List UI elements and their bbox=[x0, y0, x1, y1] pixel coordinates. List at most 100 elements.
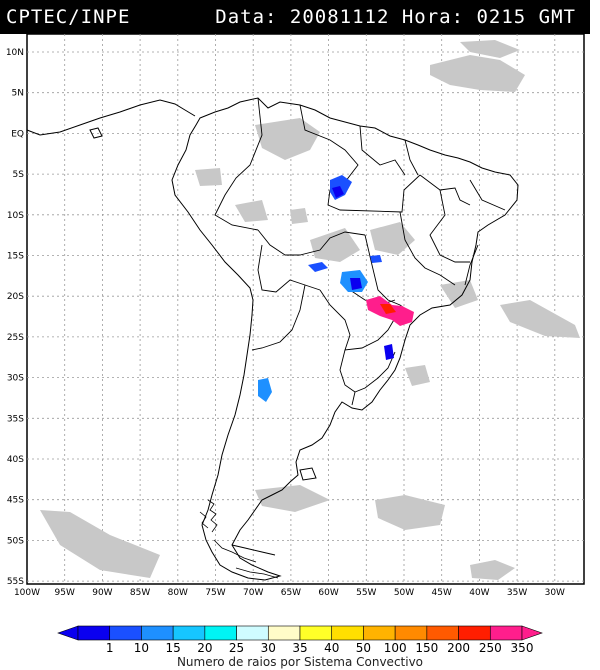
legend-tick-label: 15 bbox=[166, 641, 181, 655]
border bbox=[231, 544, 276, 556]
legend-swatch bbox=[204, 625, 237, 641]
legend-swatch bbox=[458, 625, 491, 641]
lat-label: 40S bbox=[7, 455, 24, 465]
legend-tick-label: 250 bbox=[479, 641, 502, 655]
storm-cell bbox=[380, 304, 396, 314]
border bbox=[399, 211, 456, 286]
border bbox=[251, 284, 306, 351]
color-legend: 1 10 15 20 25 30 35 40 50 100 150 200 250 350 bbox=[57, 625, 543, 655]
lat-lon-grid: 10N 5N EQ 5S 10S 15S 20S 25S 30S 35S 40S 45S 50S 55S1… bbox=[6, 34, 584, 598]
fjord bbox=[199, 511, 209, 529]
border bbox=[214, 97, 263, 231]
cloud-patch bbox=[40, 510, 160, 578]
convective-systems bbox=[258, 175, 414, 402]
lat-label: 30S bbox=[7, 374, 24, 384]
border bbox=[339, 349, 396, 393]
lon-label: 70W bbox=[243, 588, 263, 598]
legend-swatch bbox=[363, 625, 396, 641]
legend-tick-label: 100 bbox=[384, 641, 407, 655]
cloud-patch bbox=[255, 118, 320, 160]
lat-label: 35S bbox=[7, 414, 24, 424]
lon-label: 60W bbox=[318, 588, 338, 598]
lat-label: 10S bbox=[7, 211, 24, 221]
border bbox=[359, 125, 406, 176]
legend-tick-label: 10 bbox=[134, 641, 149, 655]
central-america-coastline bbox=[26, 99, 196, 136]
cloud-patch bbox=[460, 40, 520, 58]
lon-label: 30W bbox=[545, 588, 565, 598]
border bbox=[464, 244, 479, 286]
coastlines bbox=[26, 97, 519, 581]
legend-swatch bbox=[109, 625, 142, 641]
datetime-label: Data: 20081112 Hora: 0215 GMT bbox=[215, 6, 576, 28]
lat-label: 20S bbox=[7, 292, 24, 302]
legend-swatch bbox=[141, 625, 174, 641]
cloud-patch bbox=[255, 485, 330, 512]
storm-cell bbox=[370, 255, 382, 263]
falkland-islands bbox=[299, 467, 317, 481]
border bbox=[257, 229, 366, 256]
color-legend-bar bbox=[57, 625, 543, 641]
lat-label: EQ bbox=[11, 129, 24, 139]
country-borders bbox=[214, 97, 506, 556]
legend-tick-label: 30 bbox=[261, 641, 276, 655]
legend-tick-label: 40 bbox=[324, 641, 339, 655]
lon-label: 85W bbox=[130, 588, 150, 598]
fjord bbox=[207, 499, 218, 533]
legend-tick-label: 25 bbox=[229, 641, 244, 655]
lon-label: 95W bbox=[55, 588, 75, 598]
patagonia-islands bbox=[199, 499, 279, 579]
lat-label: 5N bbox=[12, 89, 24, 99]
fjord bbox=[235, 567, 279, 579]
cloud-patch bbox=[430, 55, 525, 92]
cloud-cover bbox=[40, 40, 580, 580]
lon-label: 50W bbox=[394, 588, 414, 598]
lat-label: 55S bbox=[7, 577, 24, 587]
legend-caption: Numero de raios por Sistema Convectivo bbox=[176, 655, 424, 669]
lon-label: 55W bbox=[356, 588, 376, 598]
lat-label: 50S bbox=[7, 536, 24, 546]
legend-swatch bbox=[172, 625, 206, 641]
storm-cell bbox=[350, 278, 362, 290]
lat-label: 15S bbox=[7, 252, 24, 262]
lon-label: 40W bbox=[469, 588, 489, 598]
legend-swatch bbox=[394, 625, 428, 641]
cloud-patch bbox=[195, 168, 222, 186]
lat-label: 45S bbox=[7, 496, 24, 506]
lon-label: 100W bbox=[14, 588, 40, 598]
storm-cell bbox=[258, 378, 272, 402]
south-america-coastline bbox=[171, 97, 519, 581]
border bbox=[469, 179, 506, 211]
border bbox=[351, 391, 356, 406]
lon-label: 45W bbox=[432, 588, 452, 598]
galapagos-islands bbox=[89, 127, 103, 139]
legend-tick-label: 1 bbox=[106, 641, 114, 655]
cloud-patch bbox=[405, 365, 430, 386]
legend-tick-label: 350 bbox=[511, 641, 534, 655]
lat-label: 10N bbox=[6, 48, 24, 58]
legend-tick-label: 50 bbox=[356, 641, 371, 655]
legend-arrow-high bbox=[521, 625, 543, 641]
lat-label: 5S bbox=[13, 170, 25, 180]
legend-swatch bbox=[331, 625, 364, 641]
border bbox=[429, 189, 470, 263]
color-legend-labels: 1 10 15 20 25 30 35 40 50 100 150 200 250 350 bbox=[106, 641, 534, 655]
cloud-patch bbox=[290, 208, 308, 224]
legend-swatch bbox=[299, 625, 333, 641]
legend-tick-label: 20 bbox=[197, 641, 212, 655]
lat-label: 25S bbox=[7, 333, 24, 343]
storm-cell bbox=[308, 262, 328, 272]
border bbox=[404, 139, 419, 176]
legend-tick-label: 200 bbox=[447, 641, 470, 655]
cloud-patch bbox=[375, 495, 445, 530]
lon-label: 75W bbox=[205, 588, 225, 598]
cloud-patch bbox=[235, 200, 268, 222]
legend-swatch bbox=[236, 625, 269, 641]
fjord bbox=[213, 539, 257, 563]
cloud-patch bbox=[310, 228, 360, 262]
map-header: CPTEC/INPE Data: 20081112 Hora: 0215 GMT bbox=[0, 0, 590, 34]
legend-tick-label: 150 bbox=[415, 641, 438, 655]
agency-label: CPTEC/INPE bbox=[6, 6, 131, 28]
storm-cell bbox=[332, 186, 344, 198]
lightning-map: 10N 5N EQ 5S 10S 15S 20S 25S 30S 35S 40S 45S 50S 55S1… bbox=[6, 34, 585, 598]
